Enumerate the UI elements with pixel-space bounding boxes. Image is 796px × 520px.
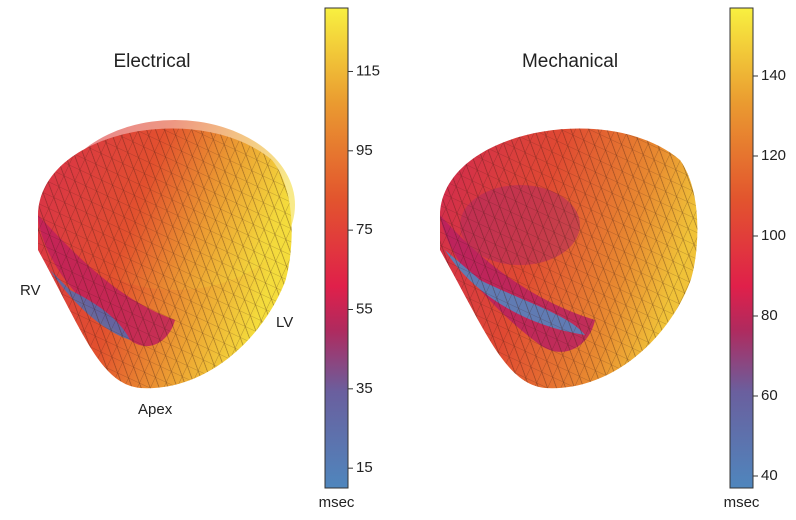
unit-label: msec — [724, 494, 760, 511]
tick-label: 80 — [761, 307, 778, 324]
tick-label: 100 — [761, 227, 786, 244]
annotation: RV — [20, 282, 41, 299]
tick-label: 120 — [761, 147, 786, 164]
panel-title: Mechanical — [522, 51, 618, 72]
annotation: LV — [276, 314, 293, 331]
unit-label: msec — [319, 494, 355, 511]
heart-surface — [38, 120, 295, 389]
tick-label: 15 — [356, 459, 373, 476]
tick-label: 140 — [761, 67, 786, 84]
tick-label: 35 — [356, 380, 373, 397]
tick-label: 95 — [356, 142, 373, 159]
tick-label: 60 — [761, 387, 778, 404]
tick-label: 40 — [761, 467, 778, 484]
annotation: Apex — [138, 401, 173, 418]
tick-label: 75 — [356, 221, 373, 238]
panel-title: Electrical — [113, 51, 190, 72]
tick-label: 115 — [356, 62, 380, 79]
colorbar — [324, 7, 349, 489]
tick-label: 55 — [356, 300, 373, 317]
heart-surface — [440, 128, 698, 389]
colorbar — [729, 7, 754, 489]
